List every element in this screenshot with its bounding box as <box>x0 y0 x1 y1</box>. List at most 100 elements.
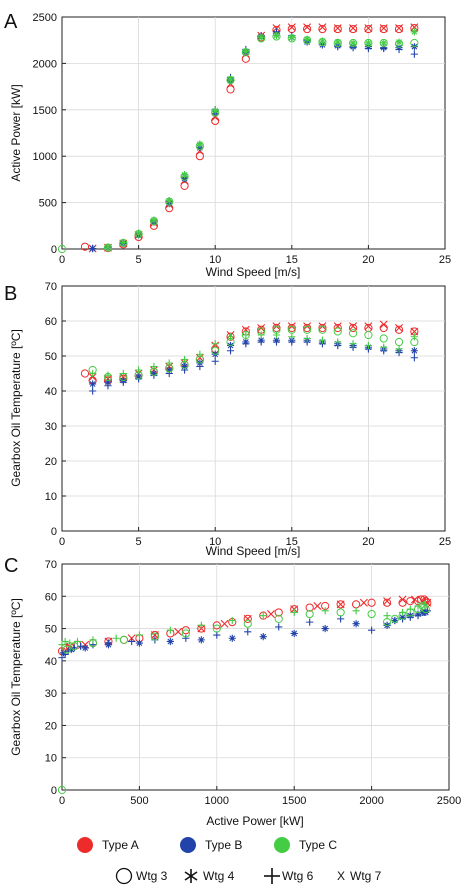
panel-b-type-a-x-point <box>379 320 388 329</box>
panel-c-type-a-circle-point <box>305 603 314 612</box>
panel-b-type-a-x-point <box>410 327 419 336</box>
panel-c-x-tick-label: 500 <box>130 795 148 807</box>
panel-b-type-b-plus-point <box>410 354 418 362</box>
panel-c-type-a-x-point <box>336 600 345 609</box>
legend-wtg-7-label: Wtg 7 <box>350 869 382 883</box>
panel-b-letter: B <box>4 283 17 305</box>
panel-a-type-b-asterisk-point <box>196 144 204 152</box>
panel-a-grid <box>62 17 445 249</box>
panel-b-type-a-circle-point <box>333 323 342 333</box>
panel-a-type-c-asterisk-point <box>349 39 357 47</box>
panel-c-type-c-plus-point <box>420 600 428 608</box>
panel-c-type-c-plus-point <box>197 621 205 629</box>
panel-b-type-b-asterisk-point <box>257 336 265 344</box>
panel-b-type-c-circle-point <box>348 329 358 338</box>
panel-b-type-c-plus-point <box>334 338 342 346</box>
panel-a-type-c-asterisk-point <box>226 75 235 83</box>
panel-c-type-b-asterisk-point <box>104 641 113 649</box>
panel-c-letter: C <box>4 555 18 577</box>
panel-c-type-c-plus-point <box>406 605 414 613</box>
panel-a-type-c-asterisk-point <box>119 238 127 247</box>
panel-c-type-c-plus-point <box>89 636 97 644</box>
panel-a-x-tick-label: 15 <box>286 254 298 266</box>
panel-a-type-a-x-point <box>303 23 312 32</box>
panel-c-type-a-x-point <box>383 597 392 606</box>
panel-c-type-b-plus-point <box>275 623 283 631</box>
panel-a-type-a-x-point <box>379 24 388 33</box>
panel-c-type-a-x-point <box>266 610 275 619</box>
panel-b-type-c-circle-point <box>379 334 388 343</box>
panel-b-type-c-plus-point <box>272 331 281 339</box>
panel-c-type-a-x-point <box>410 595 419 604</box>
panel-c-y-tick-label: 60 <box>45 591 57 603</box>
panel-c-x-axis-title: Active Power [kW] <box>206 814 303 828</box>
panel-c-type-a-x-point <box>150 631 159 640</box>
panel-c-type-b-plus-point <box>306 618 314 626</box>
panel-b-type-b-asterisk-point <box>165 366 173 374</box>
panel-b-type-b-asterisk-point <box>135 373 143 381</box>
panel-a-type-c-circle-point <box>57 244 67 254</box>
panel-c-type-a-circle-point <box>212 621 221 630</box>
panel-a-y-axis-title: Active Power [kW] <box>9 84 23 181</box>
panel-c-type-c-circle-point <box>181 629 190 638</box>
panel-a-y-tick-label: 1000 <box>33 151 57 163</box>
panel-b-type-c-circle-point <box>318 325 327 334</box>
panel-b-type-c-circle-point <box>364 330 373 340</box>
panel-a-plot-area <box>61 16 446 250</box>
panel-c-type-b-asterisk-point <box>352 620 360 628</box>
panel-a-type-b-asterisk-point <box>380 44 388 52</box>
panel-b-type-a-x-point <box>349 322 358 331</box>
panel-c-type-b-asterisk-point <box>197 636 205 644</box>
panel-c-y-tick-label: 40 <box>45 656 57 668</box>
panel-b-y-axis-title: Gearbox Oil Temperature [ºC] <box>9 329 23 487</box>
panel-a-type-c-asterisk-point <box>272 31 281 40</box>
legend-type-b: Type B <box>180 837 242 853</box>
panel-a-marks <box>57 23 419 254</box>
panel-c-type-c-plus-point <box>66 639 74 647</box>
panel-a-y-tick-label: 0 <box>51 244 57 256</box>
panel-c-type-b-asterisk-point <box>135 639 143 647</box>
panel-a-type-a-circle-point <box>394 24 404 34</box>
panel-b-type-c-plus-point <box>211 340 219 348</box>
panel-c-type-b-asterisk-point <box>398 613 407 621</box>
panel-c-type-c-plus-point <box>398 608 407 617</box>
panel-a-type-b-asterisk-point <box>334 42 342 50</box>
panel-a-type-c-asterisk-point <box>135 229 143 237</box>
panel-a-x-tick-label: 0 <box>59 254 65 266</box>
panel-a-type-a-x-point <box>318 23 327 32</box>
panel-c-type-c-plus-point <box>135 631 143 639</box>
panel-b-type-c-plus-point <box>135 366 143 374</box>
panel-c-type-c-plus-point <box>259 612 267 620</box>
panel-a-type-c-asterisk-point <box>318 37 327 45</box>
panel-c-type-b-plus-point <box>244 628 252 636</box>
panel-c-y-axis-title: Gearbox Oil Temperature [ºC] <box>9 598 23 756</box>
panel-b-type-b-plus-point <box>211 357 219 365</box>
panel-b-y-tick-label: 10 <box>45 491 57 503</box>
legend-wtg-3: Wtg 3 <box>115 867 168 885</box>
panel-a-x-tick-label: 5 <box>136 254 142 266</box>
panel-b-type-b-asterisk-point <box>180 362 189 371</box>
panel-c-y-tick-label: 50 <box>45 624 57 636</box>
panel-b-y-tick-label: 60 <box>45 316 57 328</box>
panel-c-type-b-asterisk-point <box>321 624 329 633</box>
panel-c-type-c-circle-point <box>212 624 221 633</box>
panel-b-type-c-plus-point <box>165 359 173 367</box>
panel-a-y-tick-label: 2500 <box>33 12 57 24</box>
panel-a-type-a-circle-point <box>303 24 312 34</box>
panel-a-type-b-asterisk-point <box>318 41 327 49</box>
panel-c-y-tick-label: 10 <box>45 753 57 765</box>
panel-a-type-a-x-point <box>395 24 404 33</box>
panel-c-type-c-circle-point <box>305 609 314 619</box>
panel-c-type-c-circle-point <box>119 635 129 644</box>
panel-c-type-a-x-point <box>220 619 229 628</box>
panel-c-x-tick-label: 1500 <box>282 795 306 807</box>
panel-c-type-a-circle-point <box>336 600 345 609</box>
panel-c-type-c-circle-point <box>70 642 79 651</box>
panel-c-type-a-circle-point <box>274 608 283 617</box>
panel-c-y-tick-label: 70 <box>45 559 57 571</box>
panel-a-type-a-circle-point <box>80 242 90 251</box>
asterisk-marker-icon <box>184 869 198 883</box>
panel-c-type-b-plus-point <box>58 654 66 662</box>
panel-a-type-c-asterisk-point <box>104 243 112 251</box>
